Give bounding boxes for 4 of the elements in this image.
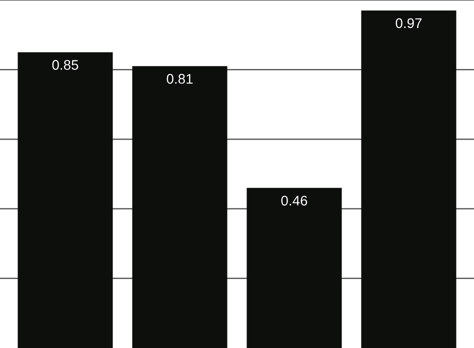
data-label: 0.81 — [166, 74, 193, 84]
data-label: 0.46 — [281, 196, 308, 206]
data-label: 0.85 — [52, 60, 78, 70]
data-label: 0.97 — [396, 18, 422, 28]
